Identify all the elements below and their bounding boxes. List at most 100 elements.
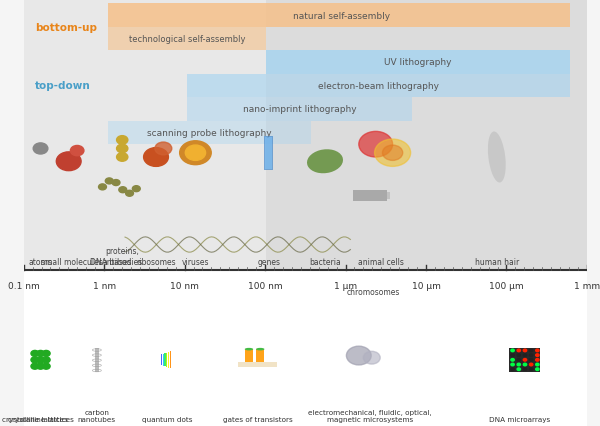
- Bar: [23, 0, 587, 271]
- Text: bacteria: bacteria: [309, 257, 341, 266]
- Circle shape: [523, 359, 527, 361]
- Circle shape: [511, 368, 514, 371]
- Text: viruses: viruses: [182, 257, 209, 266]
- Circle shape: [517, 354, 520, 357]
- Circle shape: [106, 178, 113, 184]
- Circle shape: [119, 187, 127, 193]
- Text: electromechanical, fluidic, optical,
magnetic microsystems: electromechanical, fluidic, optical, mag…: [308, 409, 432, 422]
- Bar: [168, 352, 169, 368]
- Circle shape: [517, 359, 520, 361]
- Text: genes: genes: [257, 257, 280, 266]
- Circle shape: [536, 368, 539, 371]
- Text: 100 nm: 100 nm: [248, 281, 283, 290]
- Circle shape: [529, 349, 533, 352]
- Bar: [163, 354, 164, 366]
- Circle shape: [536, 363, 539, 366]
- Bar: [164, 353, 166, 366]
- Text: proteins,
antibodies: proteins, antibodies: [102, 247, 142, 266]
- Text: crystalline lattices: crystalline lattices: [8, 416, 73, 422]
- Bar: [108, 4, 570, 28]
- Circle shape: [155, 143, 172, 155]
- Bar: [353, 190, 387, 201]
- Circle shape: [133, 186, 140, 192]
- Bar: [166, 353, 167, 367]
- Circle shape: [31, 363, 39, 369]
- Text: technological self-assembly: technological self-assembly: [129, 35, 245, 44]
- Circle shape: [42, 363, 50, 369]
- Text: 1 nm: 1 nm: [92, 281, 116, 290]
- Circle shape: [125, 191, 133, 197]
- Circle shape: [42, 357, 50, 363]
- Text: DNA microarrays: DNA microarrays: [489, 416, 550, 422]
- Circle shape: [523, 363, 527, 366]
- Circle shape: [536, 349, 539, 352]
- Ellipse shape: [488, 132, 506, 183]
- Circle shape: [523, 354, 527, 357]
- Text: quantum dots: quantum dots: [142, 416, 193, 422]
- Circle shape: [529, 354, 533, 357]
- Text: gates of transistors: gates of transistors: [223, 416, 292, 422]
- Circle shape: [116, 153, 128, 162]
- Circle shape: [529, 368, 533, 371]
- Circle shape: [536, 354, 539, 357]
- Text: human hair: human hair: [475, 257, 519, 266]
- Circle shape: [116, 145, 128, 153]
- Text: electron-beam lithography: electron-beam lithography: [318, 82, 439, 91]
- Circle shape: [536, 359, 539, 361]
- Text: DNA bases: DNA bases: [90, 257, 131, 266]
- Text: UV lithography: UV lithography: [384, 58, 452, 67]
- Bar: [187, 98, 412, 121]
- Circle shape: [37, 363, 44, 369]
- Text: carbon
nanotubes: carbon nanotubes: [78, 409, 116, 422]
- Bar: [509, 348, 541, 371]
- Circle shape: [112, 180, 120, 186]
- Text: 100 μm: 100 μm: [489, 281, 524, 290]
- Circle shape: [523, 349, 527, 352]
- Circle shape: [143, 148, 169, 167]
- Circle shape: [98, 184, 106, 190]
- Bar: [108, 28, 266, 51]
- Circle shape: [37, 357, 44, 363]
- Text: atoms: atoms: [29, 257, 52, 266]
- Circle shape: [364, 351, 380, 364]
- Text: 1 mm: 1 mm: [574, 281, 600, 290]
- Bar: [266, 0, 587, 271]
- Bar: [187, 75, 570, 98]
- Text: 0.1 nm: 0.1 nm: [8, 281, 40, 290]
- Circle shape: [31, 351, 39, 357]
- Text: 10 μm: 10 μm: [412, 281, 440, 290]
- Bar: [367, 192, 390, 200]
- Ellipse shape: [256, 348, 265, 351]
- Circle shape: [529, 359, 533, 361]
- Bar: [108, 121, 311, 145]
- Bar: [256, 349, 265, 362]
- Text: scanning probe lithography: scanning probe lithography: [147, 129, 272, 138]
- Text: animal cells: animal cells: [358, 257, 404, 266]
- Bar: [238, 362, 277, 367]
- Text: ribosomes: ribosomes: [136, 257, 176, 266]
- Text: small molecules: small molecules: [41, 257, 103, 266]
- Text: 1 μm: 1 μm: [334, 281, 357, 290]
- Circle shape: [511, 354, 514, 357]
- Ellipse shape: [245, 348, 253, 351]
- Circle shape: [359, 132, 392, 158]
- Circle shape: [517, 349, 520, 352]
- Bar: [161, 354, 162, 366]
- Circle shape: [523, 368, 527, 371]
- Text: natural self-assembly: natural self-assembly: [293, 12, 391, 20]
- Circle shape: [511, 363, 514, 366]
- Circle shape: [37, 351, 44, 357]
- Bar: [266, 51, 570, 75]
- Circle shape: [382, 146, 403, 161]
- Circle shape: [179, 141, 211, 165]
- Ellipse shape: [307, 150, 343, 174]
- Circle shape: [116, 136, 128, 145]
- Circle shape: [374, 140, 410, 167]
- Circle shape: [346, 346, 371, 365]
- Circle shape: [511, 349, 514, 352]
- Text: top-down: top-down: [35, 81, 91, 91]
- Text: 10 nm: 10 nm: [170, 281, 199, 290]
- Circle shape: [70, 146, 84, 156]
- Circle shape: [185, 146, 206, 161]
- Circle shape: [42, 351, 50, 357]
